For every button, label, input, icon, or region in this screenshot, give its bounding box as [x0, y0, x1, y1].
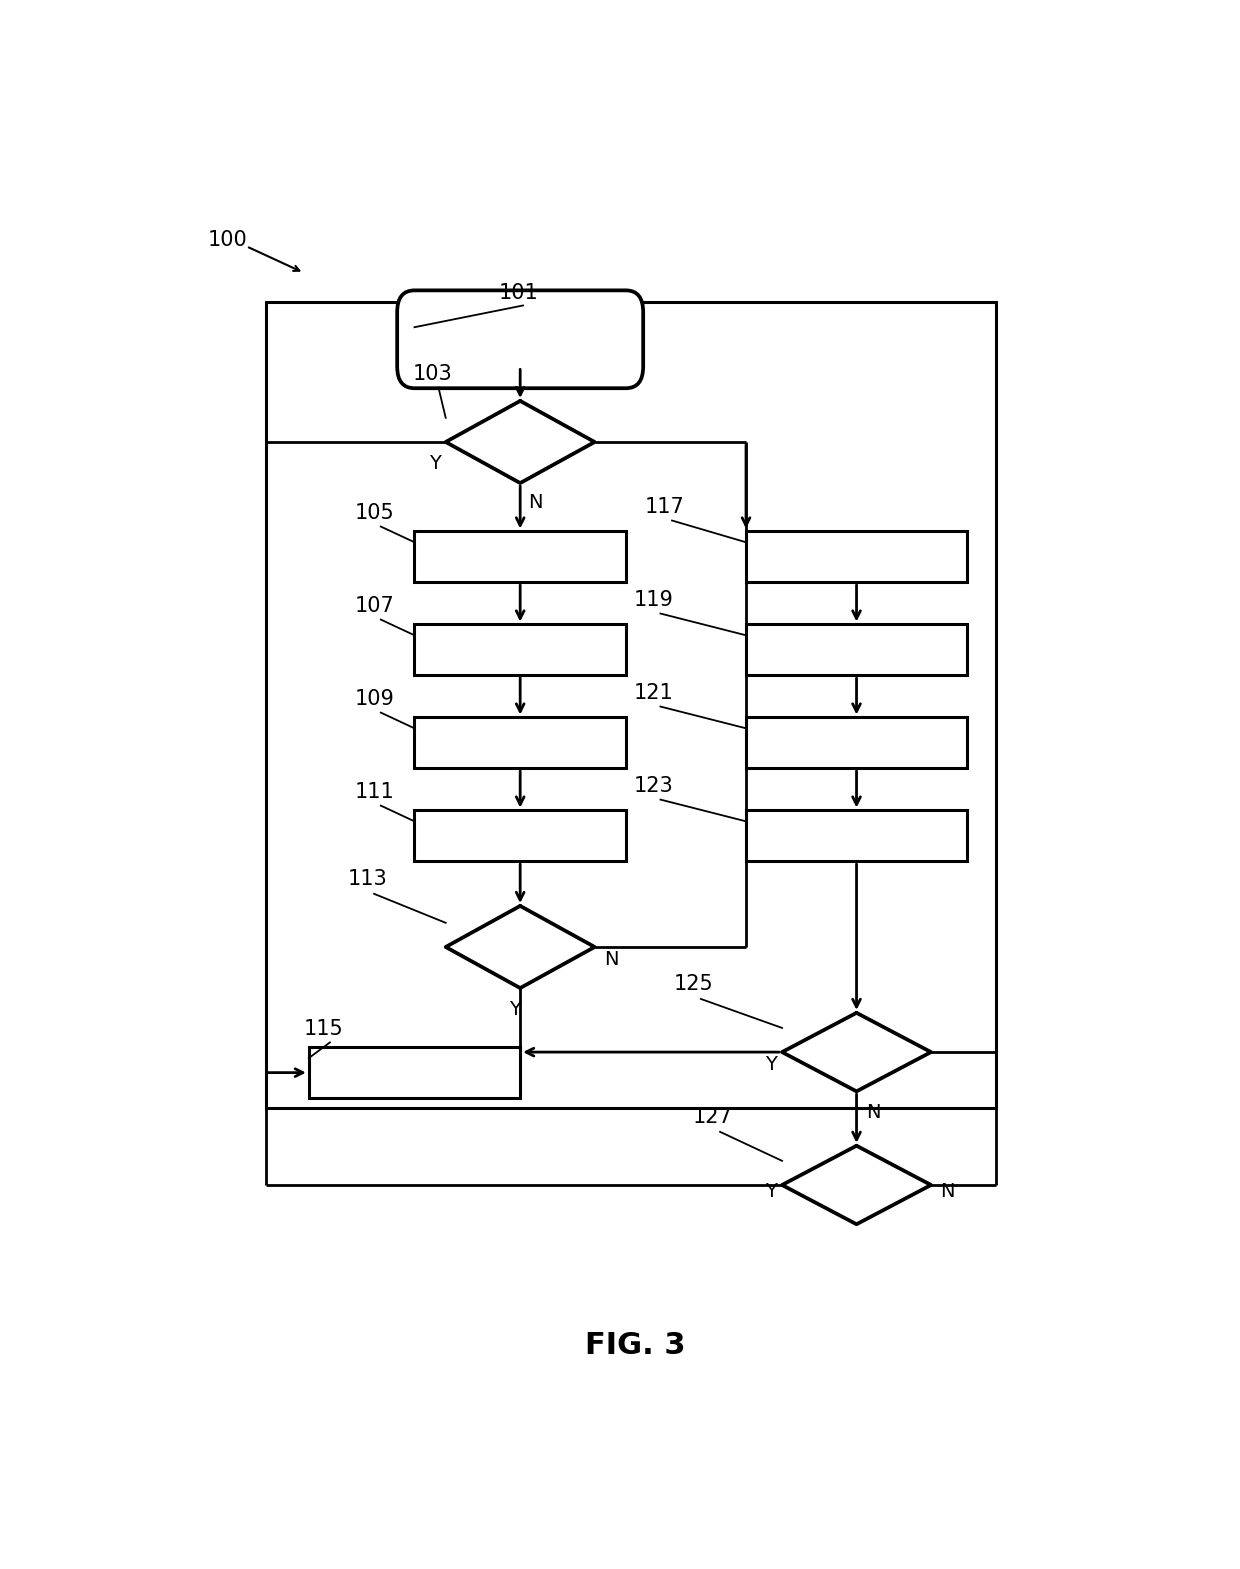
Text: 103: 103 [413, 364, 453, 384]
Text: 115: 115 [304, 1018, 343, 1039]
Text: Y: Y [429, 455, 441, 474]
Text: 121: 121 [634, 683, 673, 703]
Text: N: N [866, 1103, 880, 1122]
Text: 119: 119 [634, 590, 673, 610]
Bar [414, 532, 626, 582]
Text: Y: Y [510, 999, 521, 1020]
Text: 109: 109 [355, 689, 394, 709]
Text: 113: 113 [347, 869, 387, 890]
Text: FIG. 3: FIG. 3 [585, 1331, 686, 1360]
Text: Y: Y [765, 1054, 777, 1073]
FancyBboxPatch shape [397, 290, 644, 388]
Text: Y: Y [765, 1181, 777, 1200]
Text: 100: 100 [208, 231, 248, 249]
Text: 123: 123 [634, 777, 673, 795]
Text: 127: 127 [693, 1108, 733, 1127]
Bar [414, 717, 626, 769]
Bar [414, 624, 626, 675]
Text: 111: 111 [355, 781, 394, 802]
Text: N: N [604, 949, 619, 968]
Text: N: N [528, 493, 542, 511]
Text: N: N [941, 1181, 955, 1200]
Bar [746, 532, 967, 582]
Bar [746, 811, 967, 861]
Text: 125: 125 [675, 974, 714, 995]
Bar [746, 624, 967, 675]
Bar [414, 811, 626, 861]
Text: 117: 117 [645, 497, 684, 516]
Text: 107: 107 [355, 596, 394, 617]
Bar [309, 1047, 521, 1098]
Bar [746, 717, 967, 769]
Bar [265, 303, 996, 1108]
Text: 105: 105 [355, 504, 394, 522]
Text: 101: 101 [498, 282, 539, 303]
